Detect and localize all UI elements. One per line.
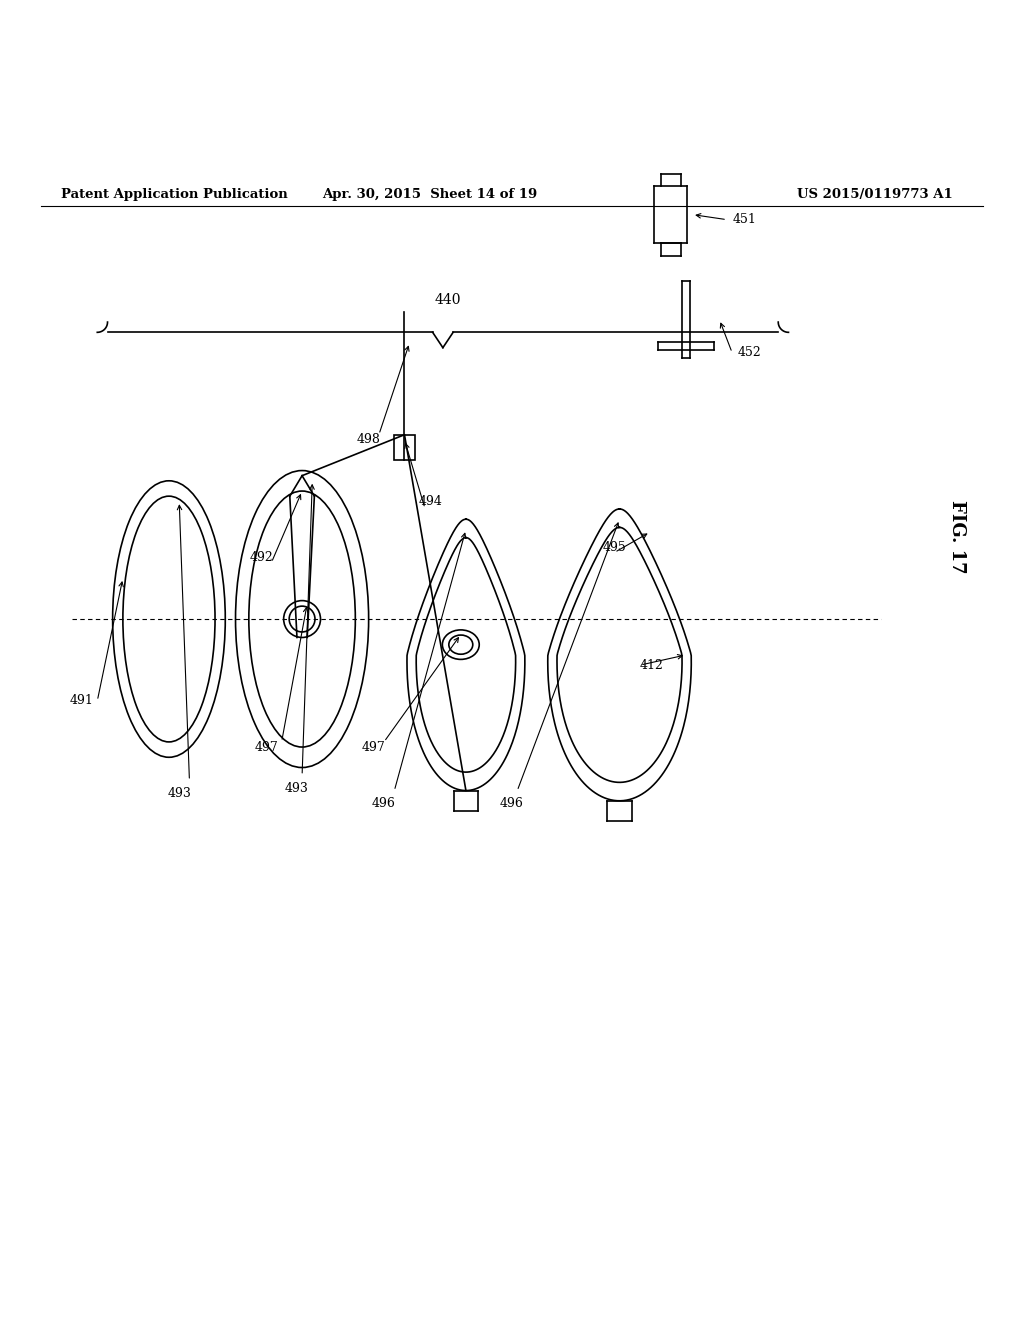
Text: Apr. 30, 2015  Sheet 14 of 19: Apr. 30, 2015 Sheet 14 of 19: [323, 187, 538, 201]
Text: 496: 496: [372, 797, 396, 810]
Text: 494: 494: [418, 495, 442, 508]
Text: 452: 452: [737, 346, 761, 359]
Text: 491: 491: [70, 694, 94, 708]
Text: 451: 451: [732, 213, 756, 226]
Text: 495: 495: [602, 541, 627, 554]
Text: 497: 497: [254, 741, 279, 754]
Text: US 2015/0119773 A1: US 2015/0119773 A1: [797, 187, 952, 201]
Text: 493: 493: [167, 787, 191, 800]
Text: 498: 498: [356, 433, 381, 446]
Text: FIG. 17: FIG. 17: [948, 500, 967, 574]
FancyBboxPatch shape: [394, 434, 415, 461]
Text: Patent Application Publication: Patent Application Publication: [61, 187, 288, 201]
Text: 492: 492: [249, 552, 273, 564]
Text: 440: 440: [435, 293, 461, 306]
Text: 496: 496: [500, 797, 524, 810]
Text: 497: 497: [361, 741, 386, 754]
Text: 493: 493: [285, 781, 309, 795]
Text: 412: 412: [640, 659, 664, 672]
